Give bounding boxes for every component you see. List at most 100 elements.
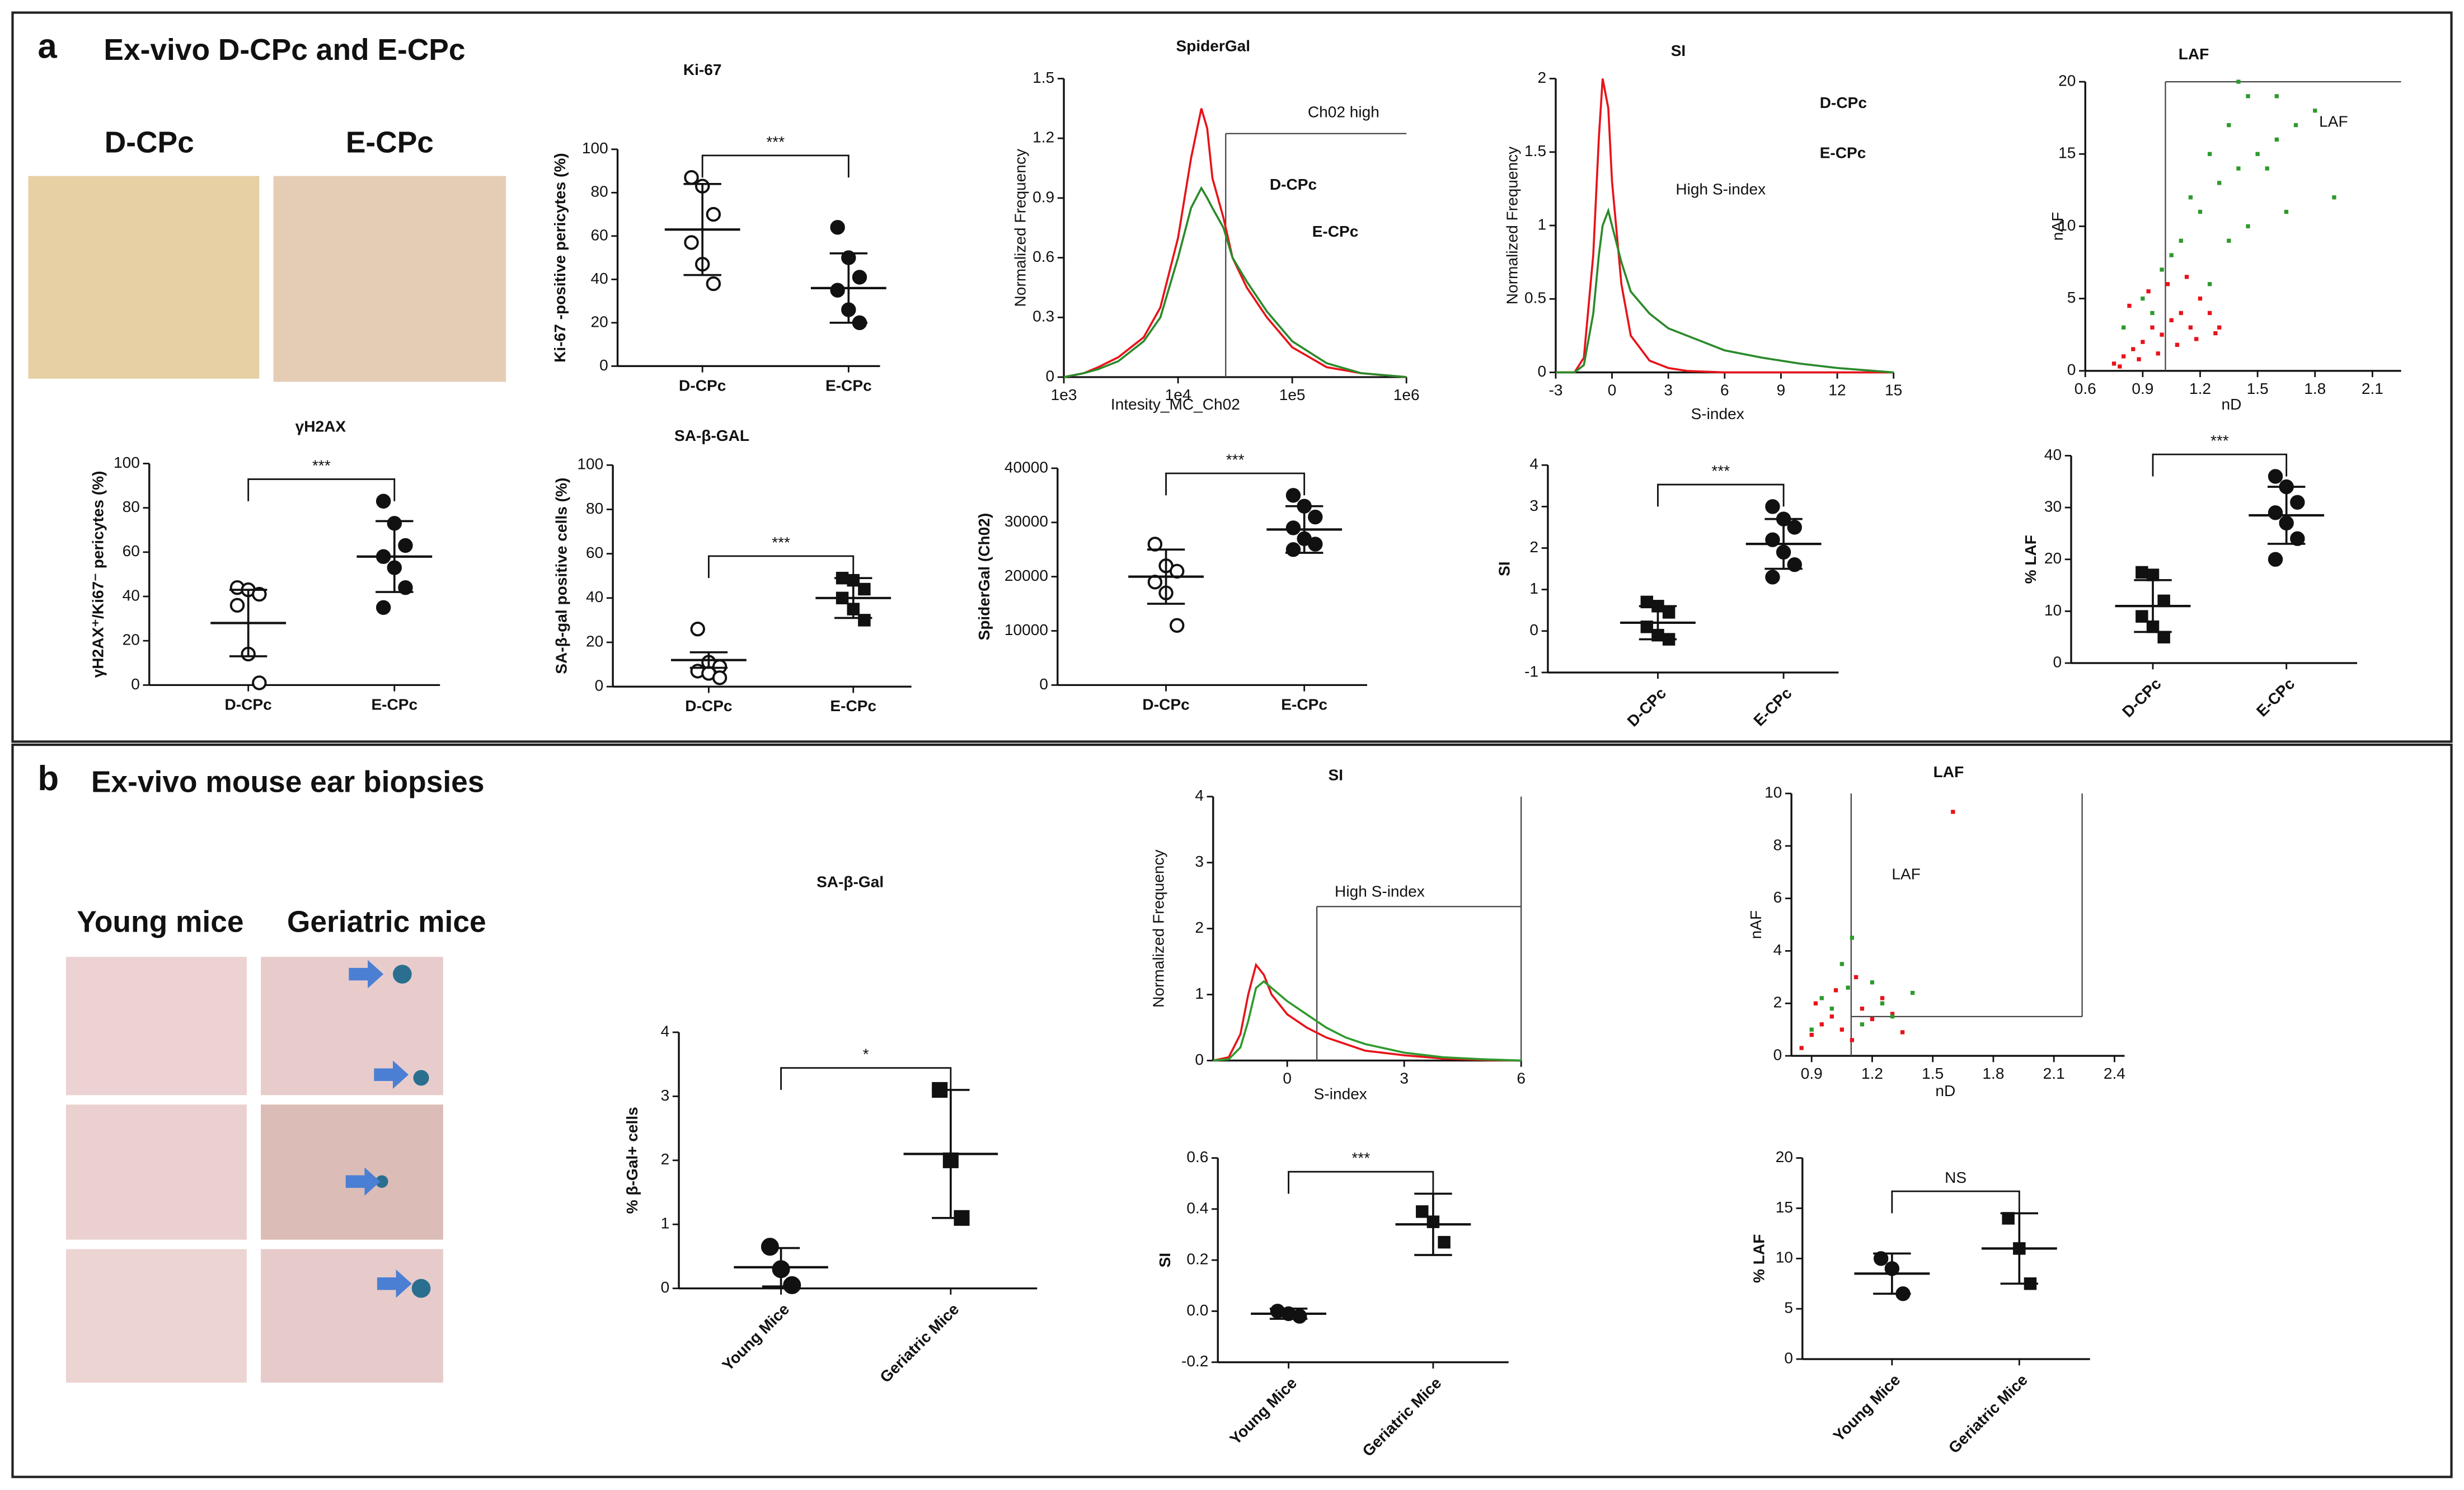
error-bar <box>1639 605 1677 641</box>
data-point <box>830 220 845 235</box>
data-point <box>2207 311 2212 316</box>
significance-label: *** <box>1351 1149 1370 1167</box>
stain-spot <box>413 1070 429 1086</box>
data-point <box>1765 570 1780 585</box>
error-bar <box>689 651 728 669</box>
legend-label: D-CPc <box>1270 176 1317 193</box>
image-label: D-CPc <box>105 126 194 159</box>
error-bar <box>762 1247 800 1288</box>
chart-title: LAF <box>2179 45 2209 63</box>
x-tick-label: 0 <box>1608 382 1617 399</box>
annotation: High S-index <box>1335 882 1425 900</box>
data-point <box>2255 152 2260 156</box>
data-point <box>1910 990 1915 995</box>
data-point <box>2179 311 2183 316</box>
micrograph <box>65 957 247 1096</box>
y-tick-label: 3 <box>661 1087 670 1104</box>
data-point <box>706 206 721 222</box>
error-bar <box>1147 548 1185 605</box>
y-tick-label: 1.5 <box>1032 69 1054 86</box>
data-point <box>1839 1027 1845 1032</box>
significance-bracket <box>701 154 850 178</box>
data-point <box>2293 123 2298 128</box>
data-point <box>2122 354 2126 359</box>
x-tick-label: 2.4 <box>2104 1065 2125 1082</box>
y-axis-label: SI <box>1156 1253 1174 1268</box>
x-axis-label: S-index <box>1691 405 1744 422</box>
significance-bracket <box>708 555 855 579</box>
data-point <box>1765 499 1780 514</box>
y-tick-label: -1 <box>1524 662 1538 680</box>
y-tick-label: 80 <box>590 183 608 200</box>
data-point <box>1850 1038 1855 1042</box>
data-point <box>2141 340 2145 344</box>
y-tick-label: 0 <box>1784 1349 1793 1366</box>
histogram-line <box>1555 78 1894 374</box>
y-tick-label: 0.3 <box>1032 308 1054 325</box>
y-tick-label: 2 <box>1195 919 1204 936</box>
stain-spot <box>393 965 412 984</box>
y-tick-label: 40 <box>123 586 140 604</box>
y-axis-label: γH2AX⁺/Ki67⁻ pericytes (%) <box>89 471 106 678</box>
panel-b-frame <box>11 743 2453 1478</box>
data-point <box>2274 137 2279 142</box>
y-tick-label: 15 <box>2058 144 2076 162</box>
data-point <box>2227 123 2231 128</box>
data-point <box>2136 566 2148 579</box>
data-point <box>1147 537 1163 552</box>
significance-label: NS <box>1945 1169 1966 1186</box>
x-tick-label: 1.5 <box>2247 380 2269 397</box>
data-point <box>1285 520 1301 535</box>
data-point <box>1799 1046 1804 1050</box>
y-tick-label: 80 <box>586 500 603 517</box>
y-tick-label: 0 <box>1195 1051 1204 1068</box>
chart-title: Ki-67 <box>683 61 722 78</box>
y-tick-label: 100 <box>582 139 608 157</box>
y-tick-label: 1.2 <box>1032 129 1054 146</box>
x-tick-label: E-CPc <box>1750 684 1795 729</box>
y-tick-label: 10 <box>2044 601 2062 619</box>
data-point <box>2268 552 2283 567</box>
y-axis-label: % β-Gal+ cells <box>623 1107 641 1214</box>
data-point <box>706 276 721 292</box>
x-tick-label: Geriatric Mice <box>1945 1371 2031 1456</box>
data-point <box>1890 1012 1895 1016</box>
y-tick-label: 10 <box>1776 1249 1793 1266</box>
data-point <box>252 675 267 690</box>
y-tick-label: 0.4 <box>1186 1199 1208 1216</box>
y-tick-label: 0 <box>1773 1046 1782 1063</box>
data-point <box>1285 488 1301 503</box>
data-point <box>1829 1007 1834 1011</box>
data-point <box>1809 1027 1814 1032</box>
data-point <box>2217 181 2222 185</box>
significance-bracket <box>247 478 396 501</box>
data-point <box>1880 1001 1885 1005</box>
data-point <box>2179 238 2183 243</box>
chart-title: SA-β-GAL <box>674 427 749 444</box>
x-axis-label: Intesity_MC_Ch02 <box>1111 396 1240 413</box>
data-point <box>761 1238 779 1256</box>
data-point <box>2118 364 2122 369</box>
data-point <box>2268 505 2283 520</box>
data-point <box>2213 331 2218 336</box>
y-tick-label: 5 <box>2067 289 2076 306</box>
data-point <box>2002 1212 2015 1225</box>
micrograph <box>261 1249 443 1383</box>
error-bar <box>1873 1252 1911 1295</box>
significance-label: *** <box>2210 432 2229 449</box>
data-point <box>2188 195 2193 200</box>
data-point <box>1870 980 1875 985</box>
x-tick-label: 0.6 <box>2075 380 2096 397</box>
stain-spot <box>411 1279 431 1298</box>
panel-title: Ex-vivo D-CPc and E-CPc <box>104 34 465 67</box>
x-tick-label: E-CPc <box>1281 695 1327 713</box>
y-tick-label: 2 <box>1529 538 1538 556</box>
y-tick-label: 2 <box>1773 994 1782 1011</box>
data-point <box>1829 1014 1834 1019</box>
y-tick-label: 1 <box>1529 580 1538 597</box>
data-point <box>858 614 871 627</box>
y-tick-label: 0.5 <box>1524 289 1546 307</box>
data-point <box>376 600 391 615</box>
y-tick-label: 20 <box>586 632 603 650</box>
